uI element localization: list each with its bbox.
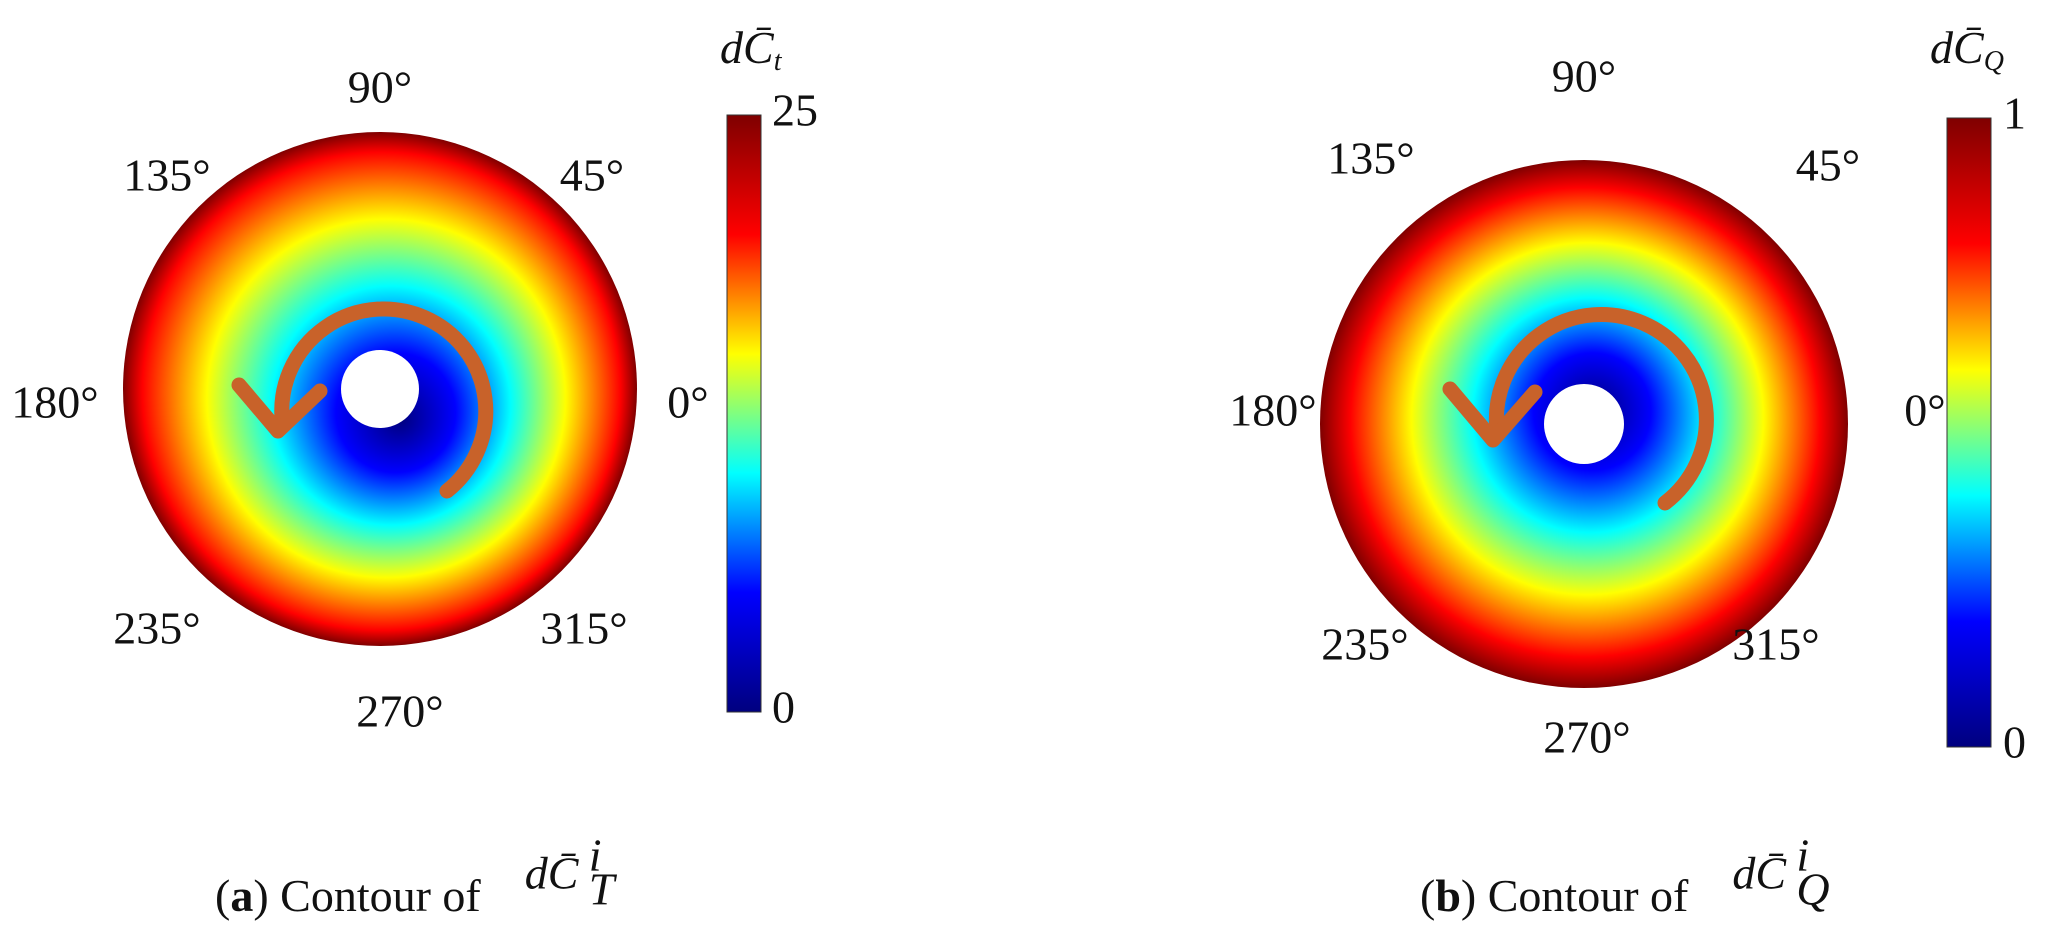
hub-hole (341, 350, 419, 428)
caption: (a) Contour of (215, 870, 481, 921)
angle-label: 315° (540, 603, 627, 654)
caption-sup: i (589, 830, 602, 881)
angle-label: 315° (1732, 619, 1819, 670)
colorbar-tick-label: 0 (772, 682, 795, 733)
angle-label: 0° (667, 377, 708, 428)
angle-label: 270° (1543, 712, 1630, 763)
angle-label: 90° (348, 62, 412, 113)
caption-sub: Q (1796, 864, 1829, 915)
caption-sup: i (1796, 830, 1809, 881)
angle-label: 45° (560, 150, 624, 201)
colorbar-label: dC̄Q (1930, 22, 2004, 78)
angle-label: 180° (1229, 385, 1316, 436)
rotation-arrow (274, 301, 494, 499)
caption-symbol: dC̄ (525, 848, 580, 899)
angle-label: 270° (356, 686, 443, 737)
angle-label: 90° (1552, 51, 1616, 102)
caption: (b) Contour of (1420, 870, 1689, 921)
angle-label: 180° (11, 377, 98, 428)
caption-sub: T (589, 864, 618, 915)
angle-label: 235° (1321, 619, 1408, 670)
rotation-arrowhead (231, 377, 328, 439)
angle-label: 135° (123, 150, 210, 201)
angle-label: 235° (113, 603, 200, 654)
rotation-arrow (1488, 306, 1714, 511)
colorbar (1946, 117, 1992, 748)
colorbar-label: dC̄t (720, 22, 783, 78)
rotation-arrowhead (1442, 381, 1543, 448)
angle-label: 45° (1796, 140, 1860, 191)
caption-symbol: dC̄ (1732, 848, 1787, 899)
colorbar-tick-label: 0 (2003, 717, 2026, 768)
angle-label: 0° (1904, 385, 1945, 436)
hub-hole (1544, 384, 1624, 464)
colorbar-tick-label: 25 (772, 85, 818, 136)
colorbar (726, 114, 762, 713)
colorbar-tick-label: 1 (2003, 88, 2026, 139)
angle-label: 135° (1327, 133, 1414, 184)
